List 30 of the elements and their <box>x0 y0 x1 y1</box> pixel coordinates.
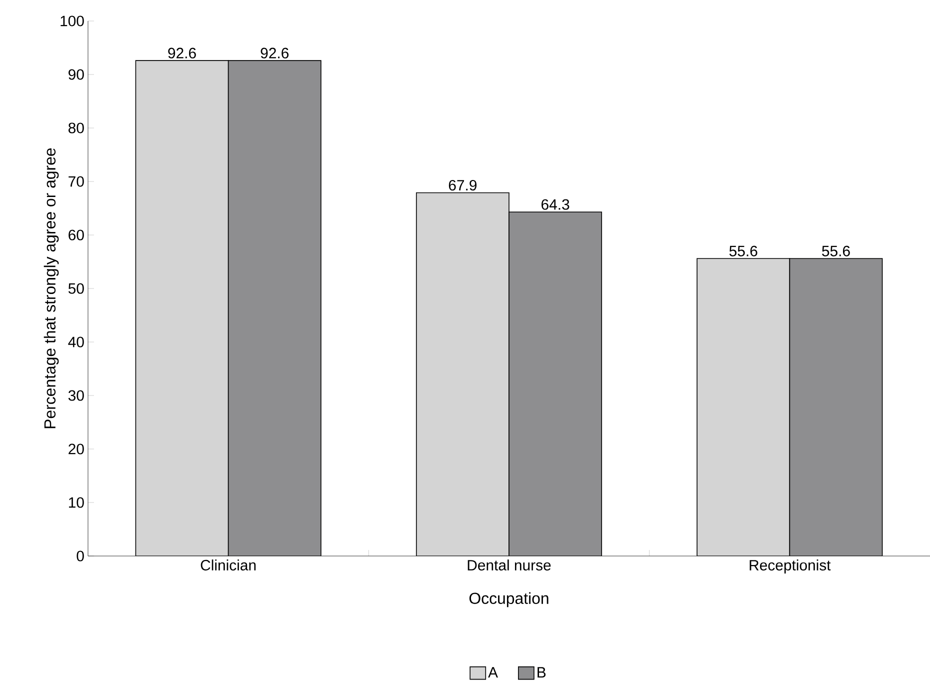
y-tick-label: 0 <box>76 550 84 562</box>
x-tick-label: Receptionist <box>750 560 831 574</box>
bar <box>416 192 510 556</box>
y-tick-label: 20 <box>68 444 84 454</box>
x-tick-label: Clinician <box>200 560 256 570</box>
bar <box>228 60 322 556</box>
data-label: 67.9 <box>448 180 477 191</box>
data-label: 55.6 <box>729 246 758 256</box>
bar <box>135 60 229 556</box>
y-tick-label: 10 <box>69 497 84 508</box>
y-tick-label: 80 <box>68 122 84 134</box>
x-axis-title: Occupation <box>469 592 548 608</box>
y-axis-title: Percentage that strongly agree or agree <box>44 148 59 428</box>
data-label: 92.6 <box>260 48 289 58</box>
y-tick-label: 30 <box>68 390 84 401</box>
y-tick-label: 90 <box>68 69 84 80</box>
legend-label: A <box>488 667 498 678</box>
y-tick-label: 50 <box>68 283 84 294</box>
legend-label: B <box>538 667 546 678</box>
bar <box>789 258 883 556</box>
data-label: 92.6 <box>168 48 196 58</box>
data-label: 55.6 <box>822 246 850 256</box>
y-tick-label: 100 <box>60 16 84 26</box>
x-tick-label: Dental nurse <box>468 560 551 570</box>
data-label: 64.3 <box>542 199 570 210</box>
bar <box>696 258 790 556</box>
y-tick-label: 70 <box>68 176 84 187</box>
y-tick-label: 60 <box>68 230 84 240</box>
bar <box>508 212 602 556</box>
y-tick-label: 40 <box>68 336 84 348</box>
